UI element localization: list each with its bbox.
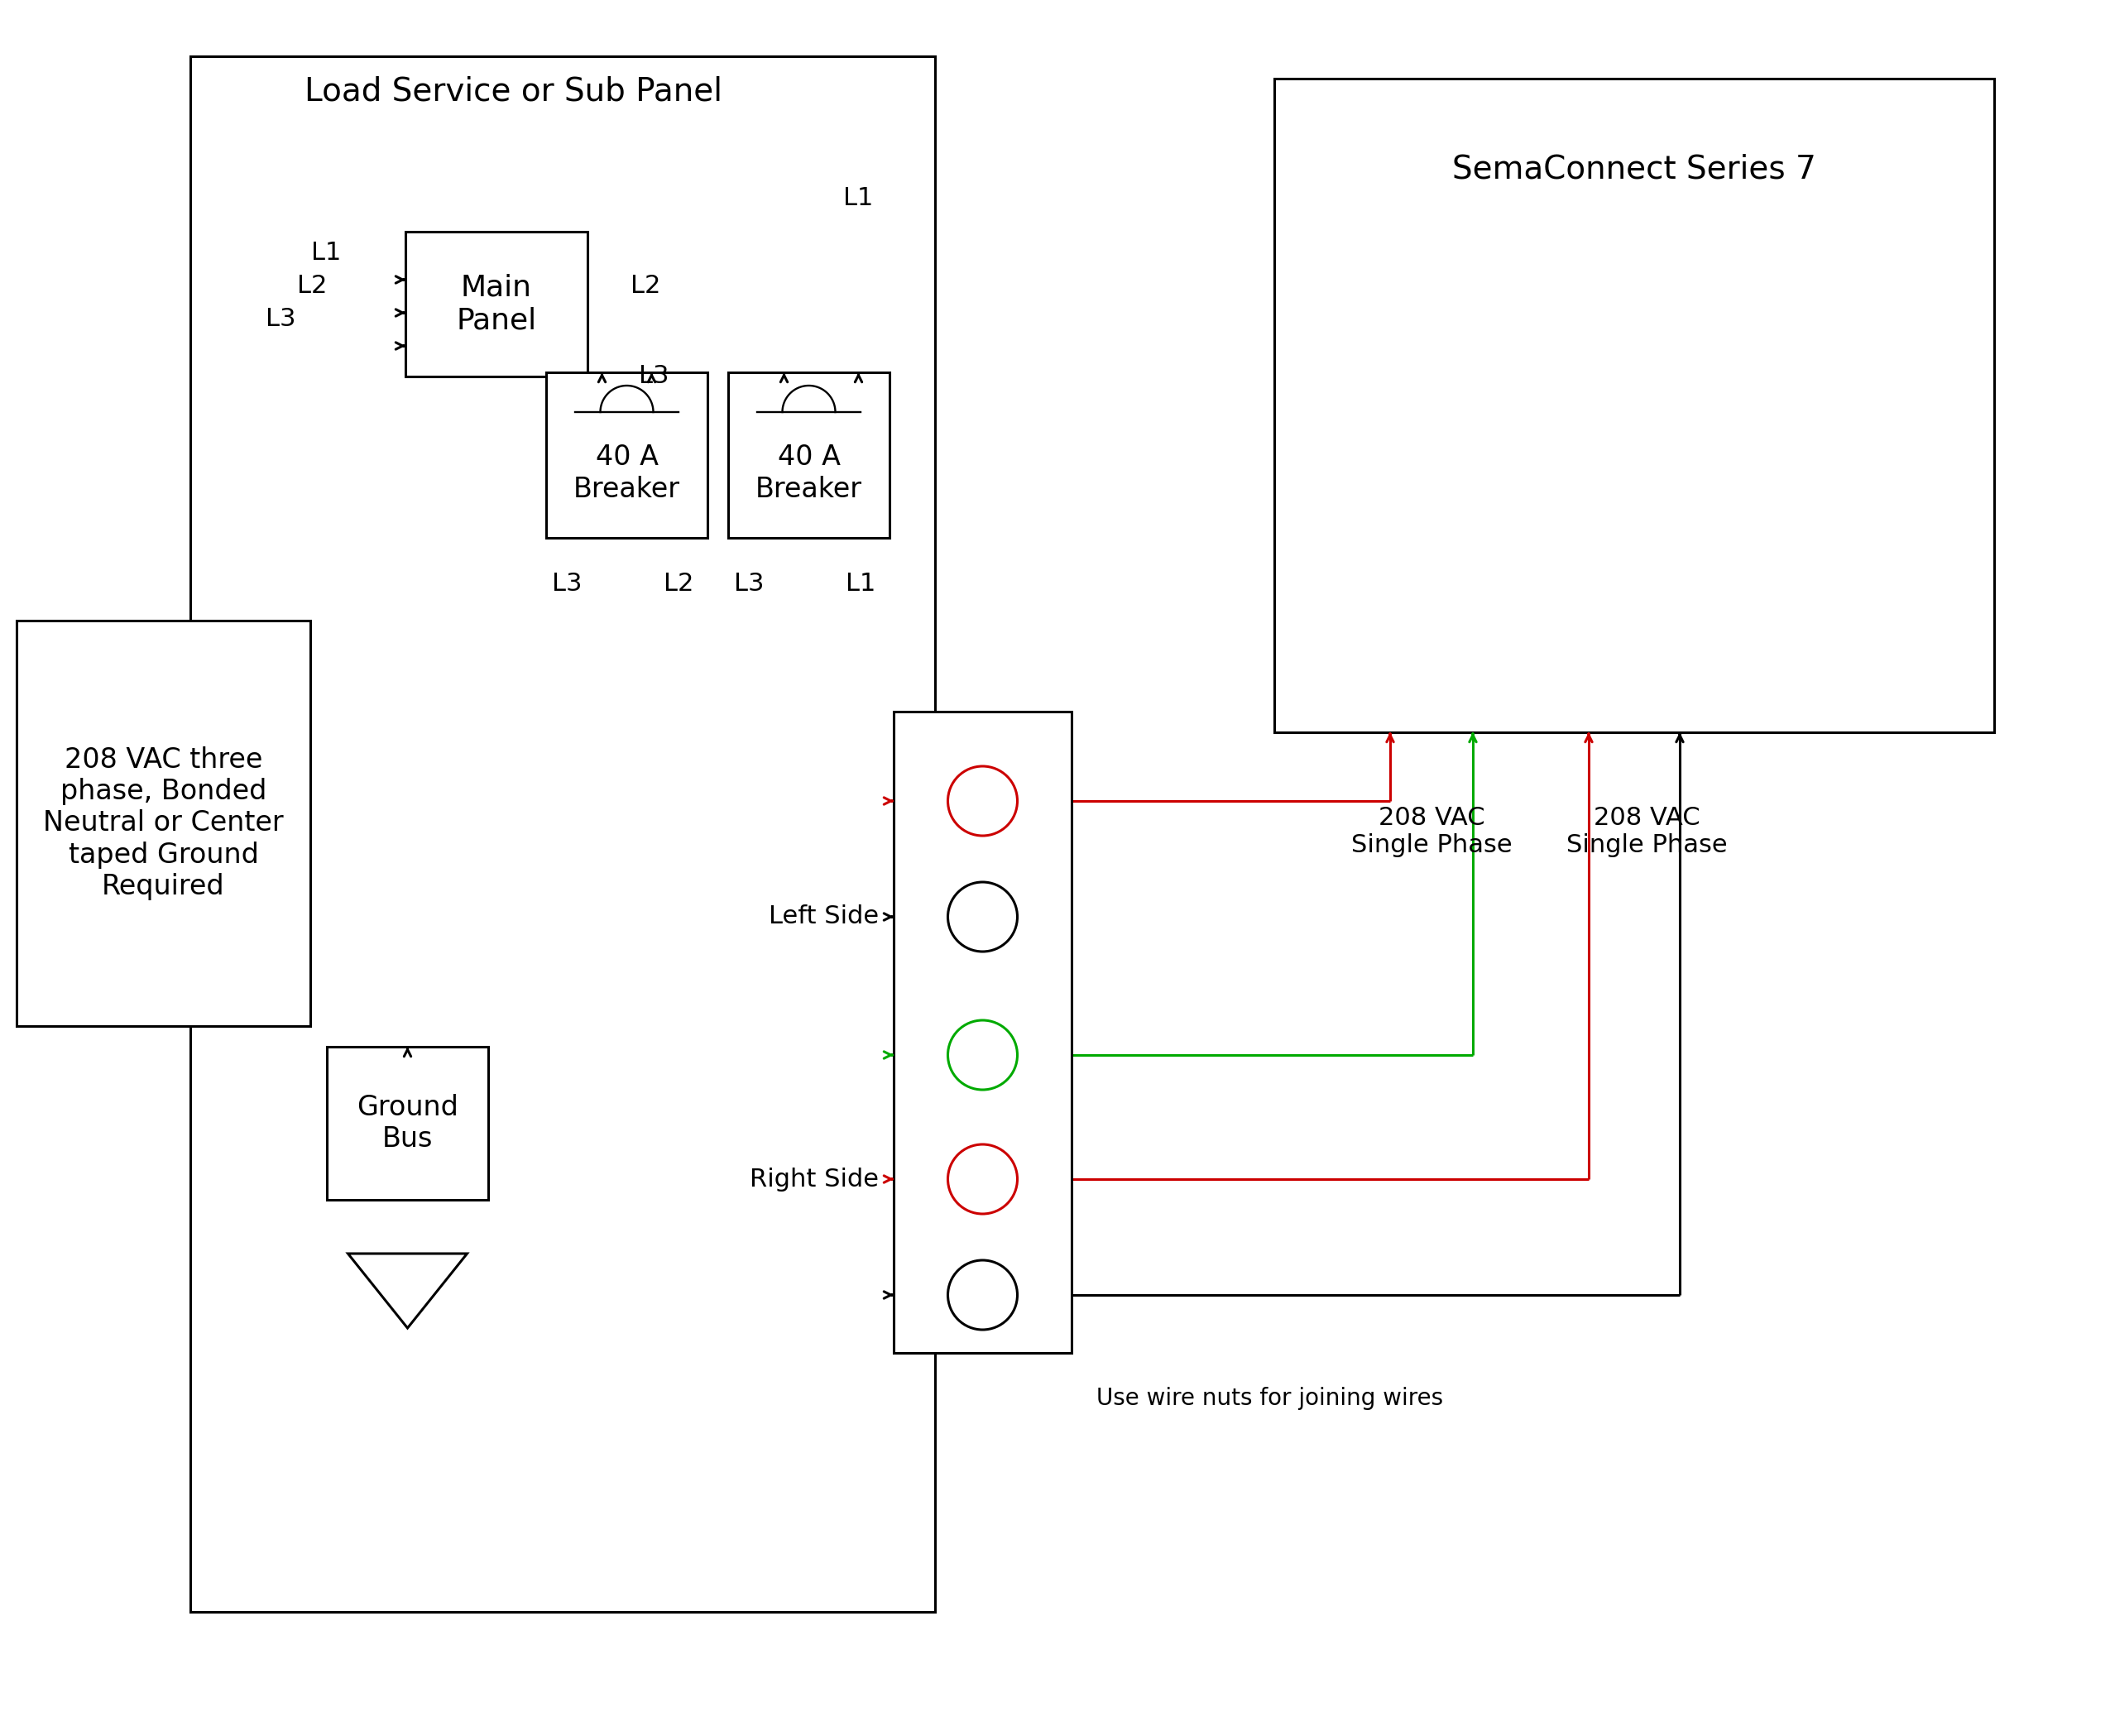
Text: L2: L2: [631, 274, 660, 299]
Text: SemaConnect Series 7: SemaConnect Series 7: [1452, 155, 1817, 186]
Text: Right Side: Right Side: [749, 1167, 878, 1191]
Text: Load Service or Sub Panel: Load Service or Sub Panel: [304, 75, 722, 106]
Text: L1: L1: [312, 241, 342, 266]
Text: 208 VAC
Single Phase: 208 VAC Single Phase: [1350, 806, 1513, 858]
Text: L3: L3: [266, 307, 295, 332]
Text: Main
Panel: Main Panel: [456, 274, 536, 335]
Bar: [1274, 78, 1994, 733]
Text: 208 VAC
Single Phase: 208 VAC Single Phase: [1566, 806, 1728, 858]
Text: Left Side: Left Side: [768, 904, 878, 929]
Circle shape: [947, 766, 1017, 835]
Text: 208 VAC three
phase, Bonded
Neutral or Center
taped Ground
Required: 208 VAC three phase, Bonded Neutral or C…: [42, 746, 283, 901]
Text: L2: L2: [298, 274, 327, 299]
Text: L1: L1: [846, 571, 876, 595]
Bar: [17, 620, 310, 1026]
Bar: [190, 56, 935, 1613]
Text: 40 A
Breaker: 40 A Breaker: [574, 444, 679, 503]
Circle shape: [947, 1260, 1017, 1330]
Bar: [895, 712, 1072, 1352]
Text: Ground
Bus: Ground Bus: [357, 1094, 458, 1153]
Text: L3: L3: [734, 571, 764, 595]
Bar: [728, 372, 890, 538]
Circle shape: [947, 1021, 1017, 1090]
Circle shape: [947, 882, 1017, 951]
Bar: [546, 372, 707, 538]
Text: L3: L3: [639, 365, 669, 389]
Bar: [405, 231, 587, 377]
Text: 40 A
Breaker: 40 A Breaker: [755, 444, 863, 503]
Circle shape: [947, 1144, 1017, 1213]
Text: L3: L3: [551, 571, 582, 595]
Text: Use wire nuts for joining wires: Use wire nuts for joining wires: [1097, 1387, 1443, 1410]
Text: L1: L1: [844, 186, 874, 210]
Bar: [327, 1047, 487, 1200]
Text: L2: L2: [665, 571, 694, 595]
